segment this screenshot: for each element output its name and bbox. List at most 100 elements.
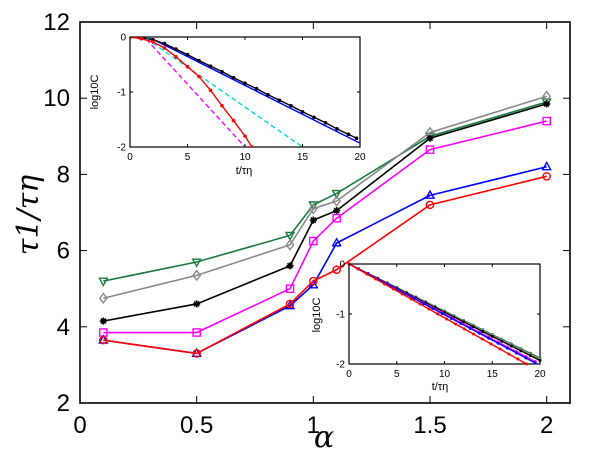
inset-top-left-data-point bbox=[220, 103, 224, 108]
inset-top-left-data-point bbox=[174, 55, 178, 59]
inset-top-left-y-label: log10C bbox=[89, 75, 101, 110]
main-x-axis-label: α bbox=[314, 420, 334, 452]
inset-top-left-x-tick-label: 20 bbox=[354, 152, 366, 163]
data-point-triangle-down bbox=[331, 189, 342, 200]
data-point-triangle-up bbox=[331, 237, 342, 247]
data-point-circle bbox=[332, 265, 341, 274]
inset-bottom-right-x-ticks: 0 5 10 15 20 bbox=[346, 264, 546, 380]
main-y-axis-label: τ1/τη bbox=[11, 175, 46, 255]
inset-top-left-data-point bbox=[323, 121, 328, 125]
inset-bottom-right-x-tick-label: 5 bbox=[394, 369, 400, 380]
main-y-tick-label: 6 bbox=[57, 238, 70, 265]
main-x-tick-label: 0 bbox=[73, 412, 86, 439]
inset-bottom-right-data-point bbox=[459, 321, 463, 325]
data-point-diamond bbox=[308, 202, 318, 215]
data-point-asterisk bbox=[286, 262, 294, 270]
inset-bottom-right-y-ticks: -2 -1 0 bbox=[336, 260, 540, 371]
main-x-tick-label: 1 bbox=[307, 412, 320, 439]
inset-top-left-data-point bbox=[300, 110, 305, 114]
data-point-asterisk bbox=[309, 216, 317, 224]
inset-bottom-right-data-point bbox=[477, 331, 481, 335]
inset-bottom-right-data-point bbox=[515, 351, 519, 355]
inset-bottom-right-data-point bbox=[400, 292, 404, 296]
main-y-tick-label: 8 bbox=[57, 161, 70, 188]
data-point-diamond bbox=[98, 292, 108, 305]
inset-bottom-right-data-point bbox=[412, 297, 416, 301]
inset-bottom-right-data-point bbox=[498, 347, 502, 351]
inset-top-left-data-point bbox=[289, 103, 293, 108]
inset-bottom-right-data-point bbox=[440, 312, 444, 315]
main-y-tick-label: 4 bbox=[57, 314, 70, 341]
inset-bottom-right-y-tick-label: -1 bbox=[336, 310, 345, 321]
inset-top-left: 0 5 10 15 20 -2 -1 0 t/τη log10C bbox=[89, 33, 366, 178]
inset-bottom-right-series-curve bbox=[347, 262, 529, 366]
inset-top-left-y-ticks: -2 -1 0 bbox=[117, 33, 360, 154]
inset-top-left-data-point bbox=[346, 132, 351, 137]
inset-bottom-right-x-tick-label: 10 bbox=[439, 369, 451, 380]
data-point-diamond bbox=[192, 269, 202, 282]
data-point-diamond bbox=[332, 195, 342, 207]
inset-top-left-data-point bbox=[277, 98, 282, 103]
inset-top-left-data-point bbox=[208, 64, 213, 68]
inset-top-left-data-point bbox=[162, 41, 167, 46]
main-plot-frame bbox=[79, 21, 571, 404]
inset-bottom-right-data-point bbox=[365, 272, 369, 276]
data-point-triangle-up bbox=[98, 334, 109, 344]
inset-bottom-right-data-point bbox=[490, 334, 494, 338]
data-point-triangle-up bbox=[424, 189, 436, 199]
inset-bottom-right-data-point bbox=[480, 337, 484, 341]
data-point-square bbox=[542, 116, 551, 126]
inset-top-left-data-point bbox=[231, 118, 236, 123]
main-y-tick-label: 12 bbox=[43, 9, 70, 36]
main-x-ticks: 0 0.5 1 1.5 2 bbox=[73, 22, 553, 439]
inset-top-left-data-point bbox=[312, 115, 316, 120]
inset-bottom-right-x-tick-label: 20 bbox=[534, 369, 546, 380]
inset-top-left-x-tick-label: 15 bbox=[297, 152, 309, 163]
inset-top-left-y-tick-label: -2 bbox=[117, 143, 126, 154]
main-x-tick-label: 2 bbox=[540, 412, 553, 439]
data-point-square bbox=[192, 328, 201, 337]
data-point-diamond bbox=[285, 239, 295, 251]
main-series-group bbox=[98, 90, 552, 358]
inset-bottom-right-data-point bbox=[489, 342, 493, 346]
inset-bottom-right-data-point bbox=[445, 317, 449, 321]
inset-bottom-right-data-point bbox=[418, 302, 422, 306]
data-point-circle bbox=[285, 299, 295, 309]
inset-bottom-right-data-point bbox=[528, 354, 532, 358]
data-point-triangle-down bbox=[191, 258, 202, 268]
inset-bottom-right-y-label: log10C bbox=[311, 298, 323, 333]
data-point-circle bbox=[99, 335, 108, 345]
inset-top-left-data-point bbox=[151, 40, 155, 44]
inset-top-left-data-point bbox=[185, 52, 190, 57]
inset-top-left-data-point bbox=[197, 58, 201, 63]
inset-bottom-right-x-label: t/τη bbox=[432, 381, 449, 393]
data-point-asterisk bbox=[333, 206, 341, 215]
data-point-triangle-down bbox=[284, 231, 296, 242]
inset-bottom-right-data-point bbox=[356, 267, 360, 271]
inset-bottom-right-data-point bbox=[436, 312, 440, 316]
inset-top-left-data-point bbox=[174, 47, 178, 51]
main-plot: 0 0.5 1 1.5 2 2 4 6 8 10 12 α τ1/τη bbox=[11, 9, 571, 452]
inset-bottom-right-y-tick-label: -2 bbox=[336, 360, 345, 371]
inset-bottom-right-y-tick-label: 0 bbox=[339, 260, 345, 271]
inset-bottom-right-data-point bbox=[505, 346, 509, 350]
inset-bottom-right-data-point bbox=[509, 344, 513, 348]
main-y-tick-label: 10 bbox=[43, 85, 70, 112]
data-point-square bbox=[332, 213, 341, 223]
inset-top-left-data-point bbox=[354, 136, 359, 140]
inset-bottom-right-data-point bbox=[391, 287, 395, 291]
inset-top-left-y-tick-label: 0 bbox=[120, 33, 126, 44]
inset-top-left-x-tick-label: 5 bbox=[185, 152, 191, 163]
inset-top-left-data-point bbox=[220, 69, 224, 74]
inset-bottom-right-data-point bbox=[516, 357, 520, 361]
inset-top-left-data-point bbox=[266, 92, 270, 97]
inset-top-left-data-point bbox=[254, 86, 259, 91]
inset-bottom-right-x-tick-label: 0 bbox=[346, 369, 352, 380]
inset-bottom-right-data-point bbox=[449, 316, 453, 320]
inset-top-left-series-line bbox=[130, 37, 253, 147]
main-series-circle bbox=[99, 172, 551, 358]
inset-top-left-data-point bbox=[250, 145, 254, 147]
inset-top-left-x-tick-label: 0 bbox=[127, 152, 133, 163]
inset-bottom-right-data-point bbox=[487, 336, 491, 340]
